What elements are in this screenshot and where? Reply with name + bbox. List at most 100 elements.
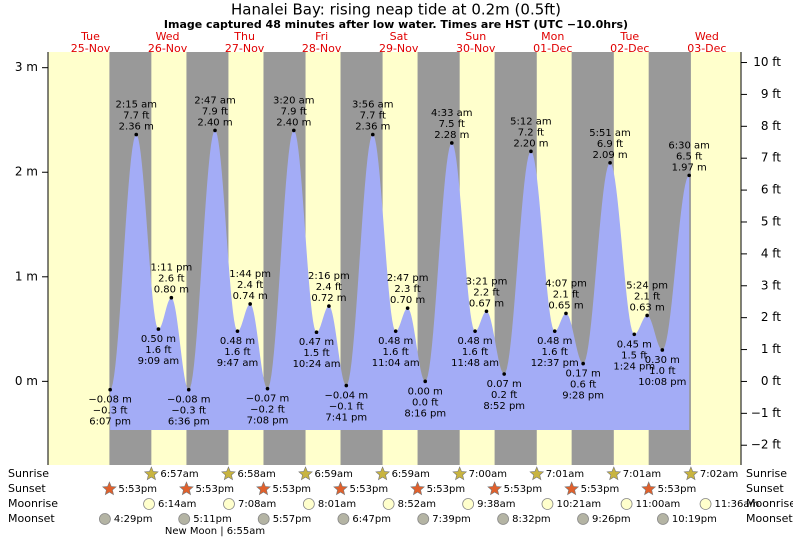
value-label: 0.30 m bbox=[645, 355, 680, 366]
value-label: 0.07 m bbox=[487, 379, 522, 390]
time-label: 8:52 pm bbox=[483, 401, 525, 412]
date-label: 27-Nov bbox=[225, 42, 265, 55]
weekday-label: Wed bbox=[156, 30, 180, 43]
time-label: 2:47 pm bbox=[387, 273, 429, 284]
moon-icon bbox=[541, 498, 554, 510]
time-label: 12:37 pm bbox=[531, 358, 579, 369]
moon-icon bbox=[99, 513, 111, 525]
time-label: 2:47 am bbox=[194, 95, 236, 106]
value-label: 0.17 m bbox=[566, 369, 601, 380]
sun-icon bbox=[683, 466, 699, 481]
time-label: 7:08 pm bbox=[247, 416, 289, 427]
row-label: Moonset bbox=[8, 512, 55, 525]
date-label: 26-Nov bbox=[148, 42, 188, 55]
tide-point bbox=[213, 128, 217, 133]
tide-point bbox=[265, 386, 270, 391]
event-time: 5:53pm bbox=[658, 484, 697, 495]
time-label: 9:09 am bbox=[138, 356, 180, 367]
sun-icon bbox=[487, 481, 503, 496]
time-label: 3:20 am bbox=[273, 95, 315, 106]
date-label: 03-Dec bbox=[687, 42, 726, 55]
y2-tick-label: 7 ft bbox=[761, 151, 781, 165]
value-label: 2.36 m bbox=[119, 122, 154, 133]
tide-point bbox=[344, 383, 349, 388]
sun-icon bbox=[333, 481, 348, 496]
ft-label: 2.4 ft bbox=[237, 280, 263, 291]
event-time: 5:53pm bbox=[118, 484, 157, 495]
y2-tick-label: 4 ft bbox=[761, 246, 781, 260]
moon-icon bbox=[337, 513, 350, 525]
moon-icon bbox=[302, 498, 315, 510]
ft-label: 7.2 ft bbox=[518, 127, 544, 138]
moon-icon bbox=[417, 513, 430, 525]
value-label: 2.40 m bbox=[197, 117, 232, 128]
event-time: 7:01am bbox=[623, 469, 661, 480]
row-label: Moonset bbox=[746, 512, 793, 525]
weekday-label: Tue bbox=[619, 30, 639, 43]
weekday-label: Fri bbox=[315, 30, 328, 43]
moon-icon bbox=[577, 513, 589, 525]
value-label: 2.20 m bbox=[513, 138, 548, 149]
event-time: 4:29pm bbox=[114, 514, 153, 525]
ft-label: 6.5 ft bbox=[676, 151, 702, 162]
tide-point bbox=[169, 295, 174, 300]
value-label: 2.40 m bbox=[276, 117, 311, 128]
ft-label: 7.7 ft bbox=[123, 111, 149, 122]
row-label: Moonrise bbox=[746, 497, 793, 510]
value-label: 0.48 m bbox=[220, 336, 255, 347]
event-time: 6:59am bbox=[315, 469, 353, 480]
time-label: 2:15 am bbox=[116, 100, 158, 111]
value-label: −0.04 m bbox=[325, 391, 369, 402]
date-label: 30-Nov bbox=[456, 42, 496, 55]
tide-point bbox=[235, 329, 240, 333]
value-label: 0.47 m bbox=[299, 337, 334, 348]
time-label: 5:12 am bbox=[510, 116, 552, 127]
ft-label: −0.3 ft bbox=[93, 406, 128, 417]
y2-tick-label: 6 ft bbox=[761, 183, 781, 197]
ft-label: 7.9 ft bbox=[202, 106, 228, 117]
tide-area bbox=[110, 130, 690, 430]
value-label: 0.74 m bbox=[233, 291, 268, 302]
event-time: 8:32pm bbox=[512, 514, 551, 525]
tide-point bbox=[632, 332, 637, 337]
event-time: 10:21am bbox=[556, 499, 601, 510]
time-label: 3:21 pm bbox=[466, 276, 508, 287]
event-time: 5:53pm bbox=[581, 484, 620, 495]
y-tick-label: 2 m bbox=[15, 165, 38, 179]
value-label: −0.07 m bbox=[246, 394, 290, 405]
moon-icon bbox=[143, 498, 155, 510]
tide-point bbox=[134, 132, 139, 137]
tide-point bbox=[502, 372, 506, 376]
sun-icon bbox=[410, 481, 425, 496]
date-label: 28-Nov bbox=[302, 42, 342, 55]
time-label: 5:24 pm bbox=[626, 280, 668, 291]
time-label: 2:16 pm bbox=[308, 271, 350, 282]
ft-label: 1.5 ft bbox=[621, 350, 647, 361]
value-label: −0.08 m bbox=[167, 395, 211, 406]
ft-label: 1.5 ft bbox=[303, 348, 329, 359]
ft-label: 2.3 ft bbox=[394, 284, 420, 295]
weekday-label: Tue bbox=[80, 30, 100, 43]
date-label: 25-Nov bbox=[71, 42, 111, 55]
ft-label: 6.9 ft bbox=[597, 139, 623, 150]
tide-point bbox=[581, 361, 585, 366]
value-label: −0.08 m bbox=[88, 395, 132, 406]
row-label: Sunrise bbox=[746, 467, 787, 480]
sun-icon bbox=[221, 466, 236, 481]
value-label: 0.65 m bbox=[548, 300, 583, 311]
sun-icon bbox=[143, 466, 159, 481]
tide-point bbox=[660, 348, 665, 352]
value-label: 0.50 m bbox=[141, 334, 176, 345]
ft-label: 7.9 ft bbox=[281, 106, 307, 117]
tide-point bbox=[450, 141, 454, 145]
tide-point bbox=[608, 161, 612, 165]
y2-tick-label: 0 ft bbox=[761, 374, 781, 388]
moon-icon bbox=[178, 513, 191, 525]
tide-point bbox=[186, 387, 191, 392]
tide-point bbox=[292, 128, 296, 133]
time-label: 6:36 pm bbox=[168, 417, 210, 428]
value-label: 0.00 m bbox=[408, 386, 443, 397]
moon-icon bbox=[223, 498, 235, 510]
ft-label: 1.0 ft bbox=[649, 366, 675, 377]
